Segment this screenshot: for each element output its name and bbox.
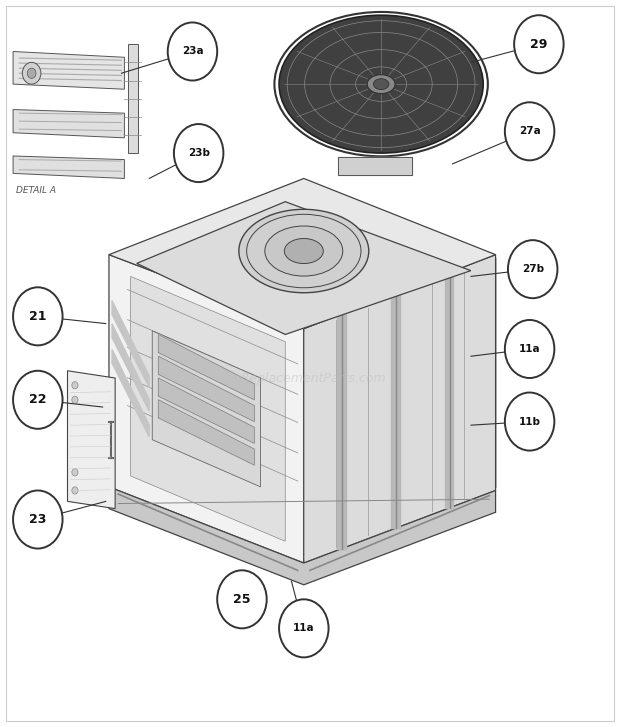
Polygon shape [137, 201, 471, 334]
Circle shape [13, 371, 63, 429]
Circle shape [72, 382, 78, 389]
Text: 25: 25 [233, 593, 250, 606]
Polygon shape [109, 487, 495, 585]
Circle shape [217, 570, 267, 628]
Polygon shape [445, 273, 453, 508]
Polygon shape [159, 334, 254, 400]
Polygon shape [304, 254, 495, 563]
Text: 11a: 11a [519, 344, 541, 354]
Polygon shape [13, 156, 125, 178]
Polygon shape [112, 301, 149, 387]
Polygon shape [131, 276, 285, 542]
Circle shape [168, 23, 217, 81]
Text: 29: 29 [530, 38, 547, 51]
Circle shape [22, 63, 41, 84]
Text: 11b: 11b [518, 417, 541, 427]
Circle shape [514, 15, 564, 73]
Ellipse shape [285, 238, 323, 264]
Text: 23: 23 [29, 513, 46, 526]
Text: DETAIL A: DETAIL A [16, 186, 56, 195]
Text: 23b: 23b [188, 148, 210, 158]
Polygon shape [391, 293, 399, 529]
Polygon shape [159, 378, 254, 443]
Circle shape [508, 240, 557, 298]
Circle shape [505, 320, 554, 378]
Circle shape [13, 491, 63, 549]
Text: 23a: 23a [182, 47, 203, 57]
Ellipse shape [367, 75, 395, 94]
Circle shape [174, 124, 223, 182]
Polygon shape [68, 371, 115, 509]
Polygon shape [153, 331, 260, 487]
Polygon shape [13, 110, 125, 138]
Circle shape [13, 287, 63, 345]
Text: eReplacementParts.com: eReplacementParts.com [234, 371, 386, 385]
Polygon shape [112, 324, 149, 411]
Circle shape [279, 599, 329, 657]
Polygon shape [112, 350, 149, 437]
Polygon shape [128, 44, 138, 153]
Polygon shape [337, 314, 346, 549]
Circle shape [72, 487, 78, 494]
Circle shape [27, 68, 36, 79]
Ellipse shape [373, 79, 389, 89]
Polygon shape [159, 400, 254, 465]
Polygon shape [338, 157, 412, 174]
Polygon shape [109, 178, 495, 329]
Polygon shape [159, 356, 254, 422]
Text: 11a: 11a [293, 623, 314, 633]
Text: 21: 21 [29, 310, 46, 323]
Circle shape [505, 103, 554, 161]
Circle shape [72, 469, 78, 476]
Text: 22: 22 [29, 393, 46, 406]
Polygon shape [13, 52, 125, 89]
Circle shape [72, 396, 78, 403]
Text: 27b: 27b [521, 264, 544, 274]
Ellipse shape [239, 209, 369, 293]
Text: 27a: 27a [519, 126, 541, 136]
Polygon shape [109, 254, 304, 563]
Ellipse shape [265, 226, 343, 276]
Circle shape [505, 393, 554, 451]
Ellipse shape [279, 15, 483, 153]
